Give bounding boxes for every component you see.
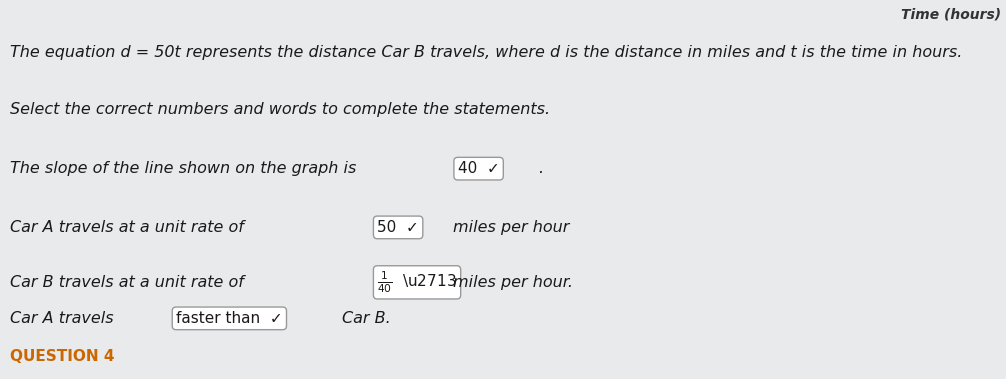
Text: Car A travels: Car A travels — [10, 311, 114, 326]
Text: Select the correct numbers and words to complete the statements.: Select the correct numbers and words to … — [10, 102, 550, 117]
Text: 40  ✓: 40 ✓ — [458, 161, 500, 176]
Text: faster than  ✓: faster than ✓ — [176, 311, 283, 326]
Text: QUESTION 4: QUESTION 4 — [10, 349, 115, 364]
Text: miles per hour: miles per hour — [453, 220, 569, 235]
Text: Car B.: Car B. — [342, 311, 390, 326]
Text: Time (hours): Time (hours) — [900, 8, 1001, 22]
Text: 50  ✓: 50 ✓ — [377, 220, 420, 235]
Text: Car B travels at a unit rate of: Car B travels at a unit rate of — [10, 275, 243, 290]
Text: $\frac{1}{40}$  \u2713: $\frac{1}{40}$ \u2713 — [377, 269, 457, 295]
Text: Car A travels at a unit rate of: Car A travels at a unit rate of — [10, 220, 243, 235]
Text: miles per hour.: miles per hour. — [453, 275, 572, 290]
Text: The equation d = 50t represents the distance Car B travels, where d is the dista: The equation d = 50t represents the dist… — [10, 45, 963, 61]
Text: .: . — [538, 161, 543, 176]
Text: The slope of the line shown on the graph is: The slope of the line shown on the graph… — [10, 161, 356, 176]
